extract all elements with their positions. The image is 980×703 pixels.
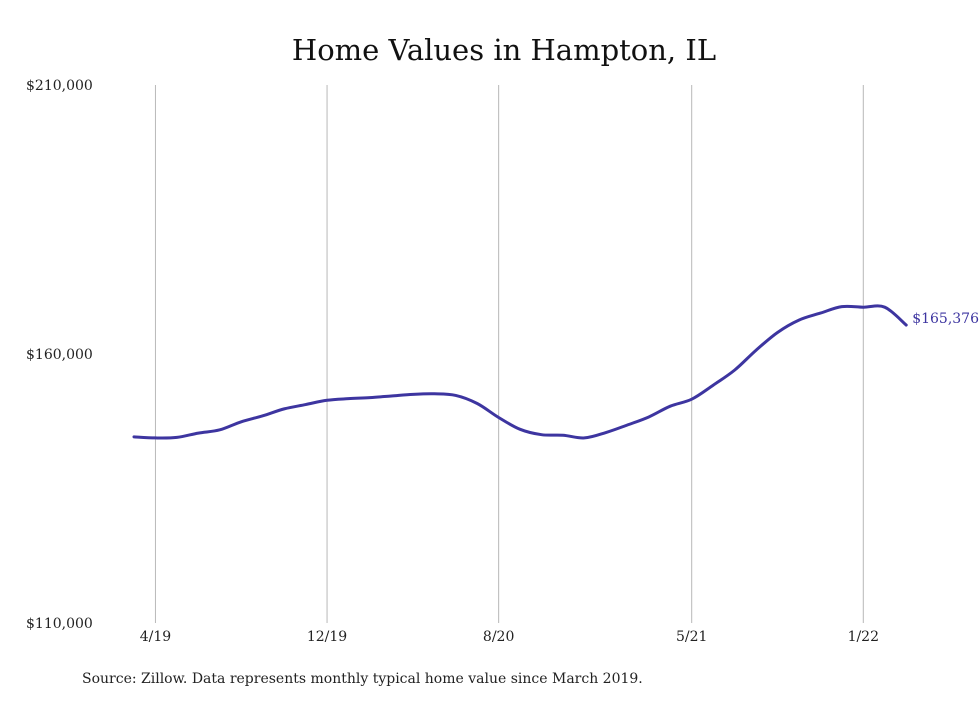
- source-note: Source: Zillow. Data represents monthly …: [82, 671, 643, 687]
- gridlines: [154, 85, 864, 623]
- y-tick-label: $110,000: [26, 616, 93, 632]
- x-tick-label: 1/22: [848, 629, 879, 645]
- series-line: [132, 304, 908, 440]
- x-tick-label: 5/21: [676, 629, 707, 645]
- x-axis-tick-labels: 4/19 12/19 8/20 5/21 1/22: [140, 629, 879, 645]
- y-tick-label: $160,000: [26, 347, 93, 363]
- y-axis-tick-labels: $210,000 $160,000 $110,000: [26, 78, 93, 632]
- chart-title: Home Values in Hampton, IL: [292, 33, 716, 67]
- x-tick-label: 12/19: [307, 629, 347, 645]
- y-tick-label: $210,000: [26, 78, 93, 94]
- series-layer: $165,376: [132, 304, 979, 440]
- x-tick-label: 4/19: [140, 629, 171, 645]
- x-tick-label: 8/20: [483, 629, 514, 645]
- series-end-value-label: $165,376: [912, 311, 979, 327]
